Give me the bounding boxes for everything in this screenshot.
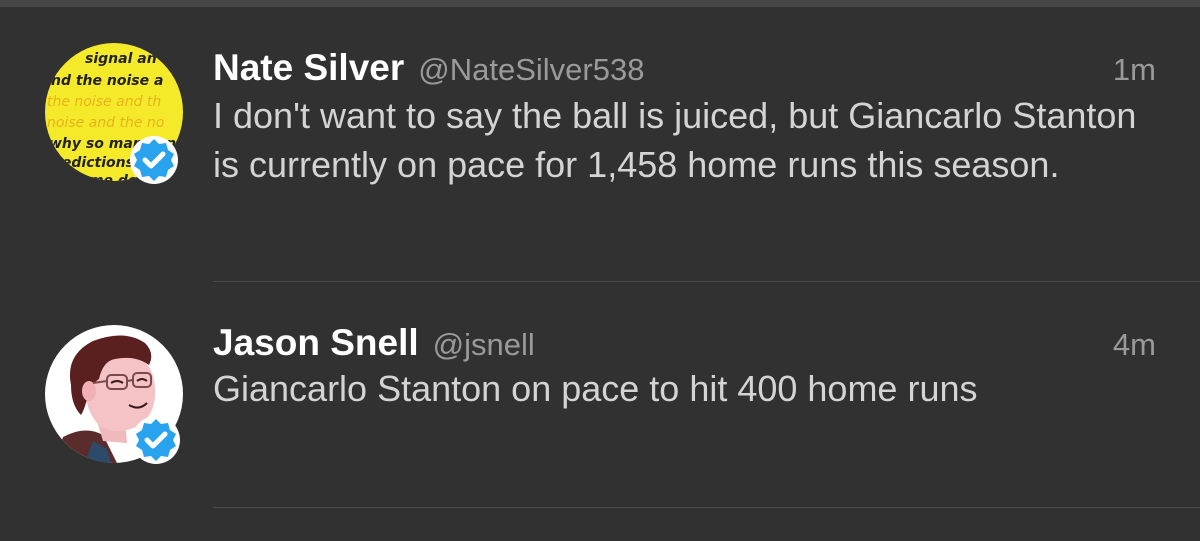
- tweet-timestamp: 4m: [1112, 327, 1156, 362]
- verified-badge-icon: [131, 415, 181, 465]
- tweet-header: Nate Silver @NateSilver538 1m: [213, 47, 1156, 89]
- top-separator: [0, 0, 1200, 7]
- avatar-line-3: the noise and th: [47, 94, 161, 110]
- avatar-line-1: signal an: [85, 51, 157, 67]
- tweet-divider: [213, 281, 1200, 282]
- avatar-line-7: some do: [71, 173, 138, 181]
- tweet-text: I don't want to say the ball is juiced, …: [213, 95, 1137, 185]
- verified-badge-icon: [129, 135, 179, 185]
- tweet-divider: [213, 507, 1200, 508]
- avatar-line-4: noise and the no: [47, 115, 164, 131]
- tweet-text: Giancarlo Stanton on pace to hit 400 hom…: [213, 368, 978, 409]
- author-handle[interactable]: @jsnell: [432, 327, 535, 362]
- tweet-item[interactable]: Jason Snell @jsnell 4m Giancarlo Stanton…: [0, 282, 1200, 508]
- avatar-line-6: redictions: [55, 155, 134, 171]
- author-name[interactable]: Jason Snell: [213, 322, 419, 363]
- avatar[interactable]: [45, 325, 185, 465]
- author-handle[interactable]: @NateSilver538: [418, 52, 645, 87]
- tweet-header: Jason Snell @jsnell 4m: [213, 322, 1156, 364]
- avatar[interactable]: signal an nd the noise a the noise and t…: [45, 43, 185, 185]
- avatar-line-2: nd the noise a: [51, 73, 163, 89]
- tweet-timestamp: 1m: [1112, 52, 1156, 87]
- tweet-item[interactable]: signal an nd the noise a the noise and t…: [0, 7, 1200, 282]
- author-name[interactable]: Nate Silver: [213, 47, 405, 88]
